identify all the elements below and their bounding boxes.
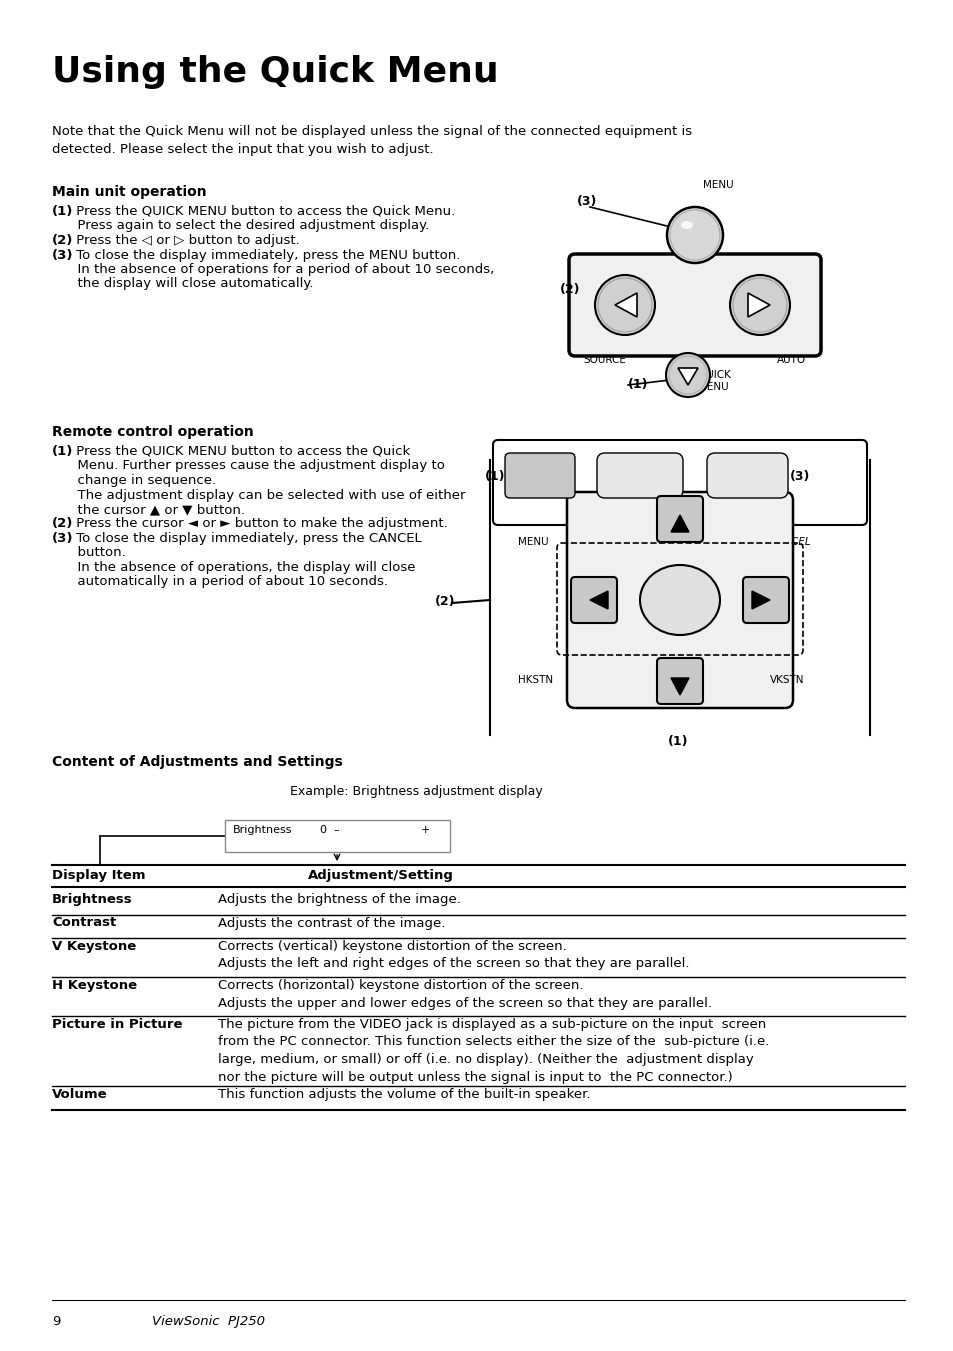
Text: automatically in a period of about 10 seconds.: automatically in a period of about 10 se… <box>52 576 388 589</box>
Text: Adjusts the brightness of the image.: Adjusts the brightness of the image. <box>218 893 460 907</box>
Text: Display Item: Display Item <box>52 869 146 882</box>
Text: (3): (3) <box>52 532 73 544</box>
Text: AUTO: AUTO <box>776 355 805 365</box>
FancyBboxPatch shape <box>568 254 821 357</box>
Text: ViewSonic  PJ250: ViewSonic PJ250 <box>152 1315 265 1328</box>
Text: Press the QUICK MENU button to access the Quick: Press the QUICK MENU button to access th… <box>71 444 410 458</box>
Polygon shape <box>747 293 769 317</box>
Text: SOURCE: SOURCE <box>582 355 625 365</box>
Text: Press the QUICK MENU button to access the Quick Menu.: Press the QUICK MENU button to access th… <box>71 205 455 218</box>
Text: 9: 9 <box>52 1315 60 1328</box>
Circle shape <box>729 276 789 335</box>
FancyBboxPatch shape <box>706 453 787 499</box>
Text: To close the display immediately, press the MENU button.: To close the display immediately, press … <box>71 249 460 262</box>
Polygon shape <box>670 678 688 694</box>
Text: Volume: Volume <box>52 1088 108 1101</box>
Text: Contrast: Contrast <box>52 916 116 929</box>
Text: Brightness: Brightness <box>233 825 293 835</box>
Text: MENU: MENU <box>698 382 728 392</box>
Polygon shape <box>751 590 769 609</box>
Text: Press the cursor ◄ or ► button to make the adjustment.: Press the cursor ◄ or ► button to make t… <box>71 517 447 531</box>
Text: Main unit operation: Main unit operation <box>52 185 207 199</box>
Text: HKSTN: HKSTN <box>517 676 553 685</box>
Text: (3): (3) <box>52 249 73 262</box>
Text: The adjustment display can be selected with use of either: The adjustment display can be selected w… <box>52 489 465 501</box>
Bar <box>350 825 415 847</box>
Text: Adjusts the contrast of the image.: Adjusts the contrast of the image. <box>218 916 445 929</box>
Text: The picture from the VIDEO jack is displayed as a sub-picture on the input  scre: The picture from the VIDEO jack is displ… <box>218 1019 768 1084</box>
Text: Corrects (vertical) keystone distortion of the screen.
Adjusts the left and righ: Corrects (vertical) keystone distortion … <box>218 940 689 970</box>
Text: (3): (3) <box>577 195 597 208</box>
Text: (1): (1) <box>627 378 648 390</box>
FancyBboxPatch shape <box>742 577 788 623</box>
Text: H Keystone: H Keystone <box>52 979 137 992</box>
Text: ↵: ↵ <box>674 604 684 617</box>
Ellipse shape <box>639 565 720 635</box>
Text: Using the Quick Menu: Using the Quick Menu <box>52 55 498 89</box>
Text: +: + <box>420 825 430 835</box>
Text: Press the ◁ or ▷ button to adjust.: Press the ◁ or ▷ button to adjust. <box>71 234 299 247</box>
Text: (1): (1) <box>484 470 505 484</box>
Polygon shape <box>589 590 607 609</box>
Text: AUTO: AUTO <box>733 471 760 481</box>
Text: (3): (3) <box>789 470 809 484</box>
Text: (2): (2) <box>435 594 455 608</box>
Text: In the absence of operations, the display will close: In the absence of operations, the displa… <box>52 561 416 574</box>
Text: This function adjusts the volume of the built-in speaker.: This function adjusts the volume of the … <box>218 1088 590 1101</box>
Polygon shape <box>670 515 688 532</box>
Text: (2): (2) <box>52 234 73 247</box>
FancyBboxPatch shape <box>657 496 702 542</box>
Circle shape <box>666 207 722 263</box>
Text: (1): (1) <box>52 205 73 218</box>
Circle shape <box>665 353 709 397</box>
Bar <box>225 820 450 852</box>
Circle shape <box>595 276 655 335</box>
FancyBboxPatch shape <box>597 453 682 499</box>
Text: change in sequence.: change in sequence. <box>52 474 216 486</box>
Text: QUICK: QUICK <box>698 370 730 380</box>
Text: ENTER: ENTER <box>663 592 696 603</box>
Text: MENU: MENU <box>517 536 548 547</box>
Text: Press again to select the desired adjustment display.: Press again to select the desired adjust… <box>52 219 429 232</box>
Text: V Keystone: V Keystone <box>52 940 136 952</box>
Text: (1): (1) <box>52 444 73 458</box>
Text: CANCEL: CANCEL <box>769 536 811 547</box>
Text: Remote control operation: Remote control operation <box>52 426 253 439</box>
Polygon shape <box>678 367 698 385</box>
Text: Adjustment/Setting: Adjustment/Setting <box>308 869 454 882</box>
Polygon shape <box>615 293 637 317</box>
Text: (1): (1) <box>667 735 688 748</box>
Text: ASPECT: ASPECT <box>620 471 659 481</box>
FancyBboxPatch shape <box>493 440 866 526</box>
Text: Brightness: Brightness <box>52 893 132 907</box>
Text: Content of Adjustments and Settings: Content of Adjustments and Settings <box>52 755 342 769</box>
FancyBboxPatch shape <box>657 658 702 704</box>
Text: Menu. Further presses cause the adjustment display to: Menu. Further presses cause the adjustme… <box>52 459 444 473</box>
Text: In the absence of operations for a period of about 10 seconds,: In the absence of operations for a perio… <box>52 263 494 276</box>
Text: Note that the Quick Menu will not be displayed unless the signal of the connecte: Note that the Quick Menu will not be dis… <box>52 126 691 155</box>
FancyBboxPatch shape <box>566 492 792 708</box>
Text: 0  –: 0 – <box>319 825 339 835</box>
Text: button.: button. <box>52 547 126 559</box>
Text: Example: Brightness adjustment display: Example: Brightness adjustment display <box>290 785 542 798</box>
Text: QUICK: QUICK <box>524 471 555 481</box>
Text: the display will close automatically.: the display will close automatically. <box>52 277 314 290</box>
Text: MENU: MENU <box>702 180 733 190</box>
Ellipse shape <box>680 222 692 230</box>
FancyBboxPatch shape <box>571 577 617 623</box>
Text: Picture in Picture: Picture in Picture <box>52 1019 182 1031</box>
Text: (2): (2) <box>52 517 73 531</box>
Text: the cursor ▲ or ▼ button.: the cursor ▲ or ▼ button. <box>52 503 245 516</box>
Text: To close the display immediately, press the CANCEL: To close the display immediately, press … <box>71 532 421 544</box>
Text: VKSTN: VKSTN <box>769 676 803 685</box>
FancyBboxPatch shape <box>504 453 575 499</box>
Text: Corrects (horizontal) keystone distortion of the screen.
Adjusts the upper and l: Corrects (horizontal) keystone distortio… <box>218 979 711 1009</box>
Text: (2): (2) <box>559 282 579 296</box>
